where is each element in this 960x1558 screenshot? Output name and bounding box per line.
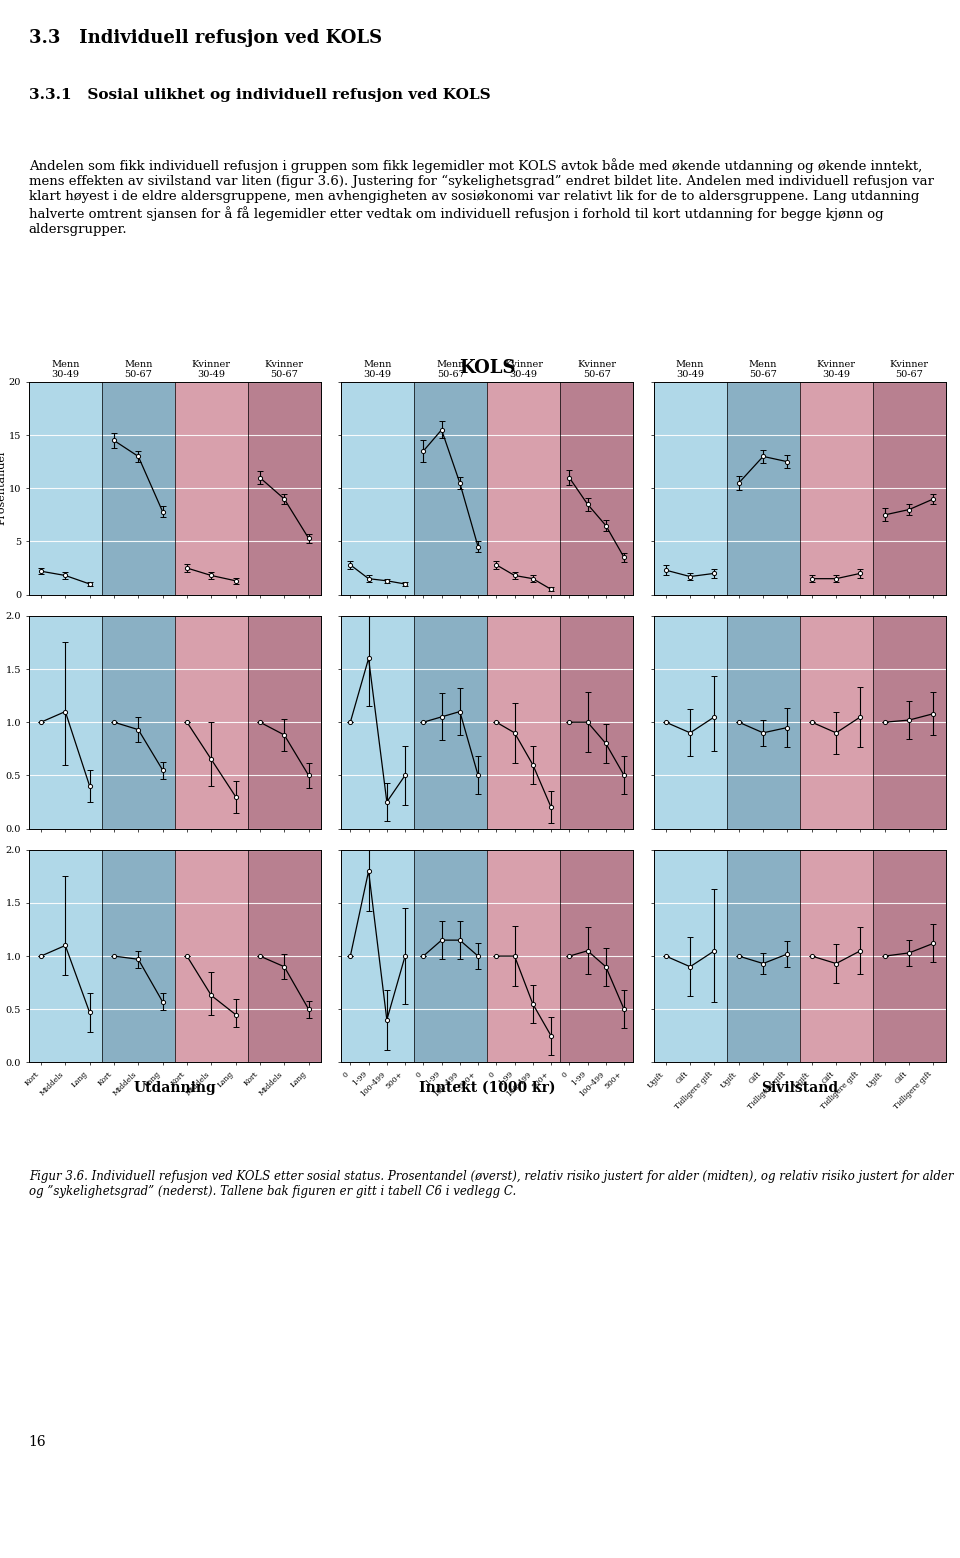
Text: Utdanning: Utdanning <box>133 1081 216 1095</box>
Bar <box>800 615 873 829</box>
Bar <box>654 382 727 595</box>
Bar <box>341 849 414 1063</box>
Y-axis label: Prosentandel: Prosentandel <box>0 452 6 525</box>
Text: Menn
50-67: Menn 50-67 <box>749 360 778 379</box>
Text: Inntekt (1000 kr): Inntekt (1000 kr) <box>419 1081 556 1095</box>
Bar <box>800 849 873 1063</box>
Bar <box>727 615 800 829</box>
Bar <box>175 849 248 1063</box>
Text: Kvinner
50-67: Kvinner 50-67 <box>890 360 928 379</box>
Bar <box>561 615 634 829</box>
Text: Menn
30-49: Menn 30-49 <box>364 360 392 379</box>
Bar <box>488 615 561 829</box>
Bar <box>102 382 175 595</box>
Text: Menn
30-49: Menn 30-49 <box>676 360 705 379</box>
Bar <box>29 849 102 1063</box>
Bar <box>488 382 561 595</box>
Text: KOLS: KOLS <box>459 358 516 377</box>
Text: 3.3.1   Sosial ulikhet og individuell refusjon ved KOLS: 3.3.1 Sosial ulikhet og individuell refu… <box>29 87 491 101</box>
Bar <box>102 615 175 829</box>
Text: Menn
50-67: Menn 50-67 <box>124 360 153 379</box>
Text: Kvinner
50-67: Kvinner 50-67 <box>577 360 616 379</box>
Bar <box>102 849 175 1063</box>
Text: Menn
50-67: Menn 50-67 <box>437 360 465 379</box>
Bar <box>341 382 414 595</box>
Bar <box>175 615 248 829</box>
Bar <box>873 615 946 829</box>
Text: Kvinner
50-67: Kvinner 50-67 <box>265 360 303 379</box>
Text: 16: 16 <box>29 1435 46 1449</box>
Bar <box>248 849 321 1063</box>
Text: 3.3   Individuell refusjon ved KOLS: 3.3 Individuell refusjon ved KOLS <box>29 30 382 47</box>
Bar <box>175 382 248 595</box>
Bar <box>414 849 488 1063</box>
Bar <box>414 615 488 829</box>
Bar <box>561 382 634 595</box>
Text: Sivilstand: Sivilstand <box>761 1081 838 1095</box>
Bar <box>873 849 946 1063</box>
Bar <box>727 849 800 1063</box>
Bar <box>29 615 102 829</box>
Bar <box>654 615 727 829</box>
Text: Figur 3.6. Individuell refusjon ved KOLS etter sosial status. Prosentandel (øver: Figur 3.6. Individuell refusjon ved KOLS… <box>29 1170 953 1198</box>
Bar <box>800 382 873 595</box>
Text: Kvinner
30-49: Kvinner 30-49 <box>192 360 230 379</box>
Bar <box>414 382 488 595</box>
Bar <box>873 382 946 595</box>
Y-axis label: Relativ Risiko**: Relativ Risiko** <box>0 911 3 1000</box>
Bar <box>248 382 321 595</box>
Bar <box>341 615 414 829</box>
Bar <box>561 849 634 1063</box>
Bar <box>248 615 321 829</box>
Text: Andelen som fikk individuell refusjon i gruppen som fikk legemidler mot KOLS avt: Andelen som fikk individuell refusjon i … <box>29 159 934 235</box>
Text: Kvinner
30-49: Kvinner 30-49 <box>817 360 855 379</box>
Bar <box>654 849 727 1063</box>
Bar <box>727 382 800 595</box>
Text: Menn
30-49: Menn 30-49 <box>51 360 80 379</box>
Text: Kvinner
30-49: Kvinner 30-49 <box>504 360 543 379</box>
Y-axis label: Relativ Risiko*: Relativ Risiko* <box>0 681 3 763</box>
Bar <box>488 849 561 1063</box>
Bar <box>29 382 102 595</box>
